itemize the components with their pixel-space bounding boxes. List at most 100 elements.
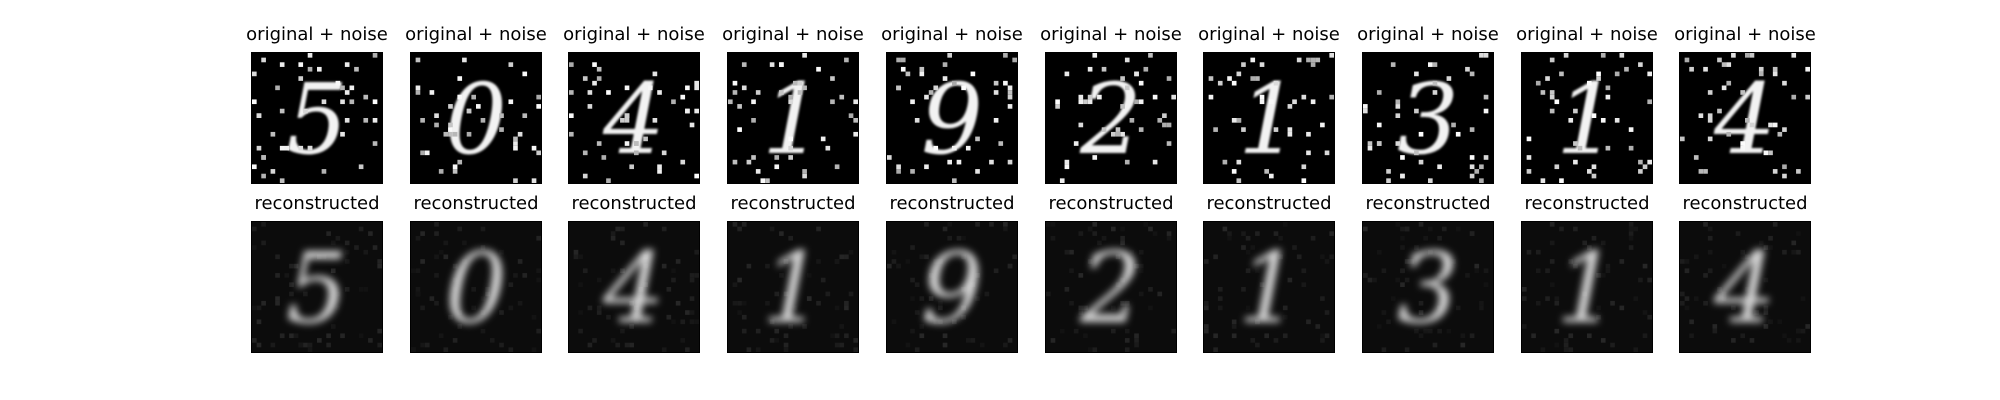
noise-pixel: [1568, 333, 1574, 339]
noise-pixel: [1684, 296, 1690, 301]
noise-pixel: [675, 259, 681, 264]
noise-pixel: [751, 155, 756, 160]
noisy-digit-image: 0: [410, 52, 542, 184]
noise-pixel: [344, 259, 350, 264]
noise-pixel: [900, 66, 906, 72]
noise-pixel: [480, 310, 486, 315]
noise-pixel: [853, 99, 858, 105]
noise-pixel: [914, 118, 920, 123]
noise-pixel: [741, 328, 747, 334]
noise-pixel: [1367, 277, 1373, 283]
noise-pixel: [1409, 259, 1415, 264]
noise-pixel: [569, 62, 574, 67]
digit-glyph: 0: [445, 231, 507, 345]
noise-pixel: [1204, 324, 1209, 329]
noise-pixel: [914, 347, 920, 352]
noise-pixel: [480, 328, 486, 334]
noise-pixel: [1540, 90, 1546, 95]
noise-pixel: [1255, 268, 1260, 274]
noise-pixel: [993, 80, 999, 86]
noise-pixel: [335, 80, 341, 86]
noise-pixel: [303, 108, 308, 114]
noise-pixel: [513, 136, 518, 142]
digit-glyph: 1: [1238, 62, 1300, 176]
noise-pixel: [1367, 145, 1373, 151]
noise-pixel: [1600, 53, 1606, 58]
noise-pixel: [933, 319, 939, 325]
noise-pixel: [657, 169, 662, 174]
noise-pixel: [755, 347, 761, 352]
noise-pixel: [783, 291, 789, 297]
noise-pixel: [1614, 71, 1620, 77]
noise-pixel: [1749, 122, 1755, 128]
image-background: [728, 222, 858, 352]
noise-pixel: [924, 164, 929, 170]
noise-pixel: [1078, 310, 1084, 315]
noise-pixel: [1222, 226, 1228, 232]
noise-pixel: [1638, 169, 1643, 174]
noise-pixel: [774, 338, 780, 343]
noise-pixel: [1124, 347, 1130, 352]
noise-pixel: [1721, 263, 1727, 269]
noise-pixel: [1591, 173, 1597, 179]
noise-pixel: [1573, 108, 1578, 114]
noise-pixel: [1310, 57, 1316, 63]
noise-pixel: [765, 263, 770, 269]
reconstructed-digit-image: 0: [410, 221, 542, 353]
noise-pixel: [448, 127, 453, 132]
noise-pixel: [1273, 80, 1279, 86]
noise-pixel: [1204, 259, 1209, 264]
noise-pixel: [1250, 57, 1256, 63]
noise-pixel: [1437, 328, 1442, 334]
noise-pixel: [1092, 155, 1098, 160]
noise-pixel: [457, 94, 463, 100]
noise-pixel: [1610, 342, 1615, 348]
noise-pixel: [1386, 319, 1391, 325]
noisy-digit-image: 4: [568, 52, 700, 184]
noise-pixel: [531, 178, 537, 183]
noise-pixel: [1064, 287, 1070, 292]
noise-pixel: [741, 62, 747, 67]
digit-image-svg: 3: [1363, 53, 1493, 183]
noise-pixel: [261, 240, 266, 246]
noise-pixel: [834, 259, 840, 264]
noise-pixel: [620, 268, 625, 274]
digit-image-svg: 5: [252, 53, 382, 183]
noise-pixel: [587, 305, 593, 311]
noise-pixel: [783, 259, 789, 264]
noise-pixel: [256, 319, 262, 325]
noise-pixel: [737, 104, 742, 109]
noise-pixel: [1007, 159, 1013, 165]
noise-pixel: [372, 99, 378, 105]
noise-pixel: [848, 291, 854, 297]
noise-pixel: [671, 268, 676, 274]
noise-pixel: [1600, 118, 1606, 123]
digit-image-svg: 5: [252, 222, 382, 352]
noise-pixel: [424, 342, 430, 348]
noise-pixel: [1712, 324, 1718, 329]
noise-pixel: [513, 141, 518, 146]
noise-pixel: [1171, 328, 1176, 334]
noise-pixel: [1698, 113, 1704, 118]
noise-pixel: [694, 273, 699, 278]
noise-pixel: [1138, 268, 1144, 274]
noise-pixel: [661, 150, 667, 156]
noise-pixel: [1111, 305, 1116, 311]
noise-pixel: [1745, 53, 1750, 58]
noise-pixel: [666, 314, 672, 320]
noise-pixel: [462, 57, 467, 63]
image-background: [252, 53, 382, 183]
noise-pixel: [330, 240, 336, 246]
noise-pixel: [1138, 263, 1144, 269]
noise-pixel: [1097, 94, 1102, 100]
noise-pixel: [1003, 80, 1008, 86]
noise-pixel: [1721, 296, 1727, 301]
noise-pixel: [443, 240, 449, 246]
noise-pixel: [755, 90, 761, 95]
noise-pixel: [615, 342, 621, 348]
noise-pixel: [1064, 164, 1070, 170]
noise-pixel: [349, 99, 355, 105]
noisy-digit-image: 5: [251, 52, 383, 184]
noise-pixel: [1633, 226, 1639, 232]
